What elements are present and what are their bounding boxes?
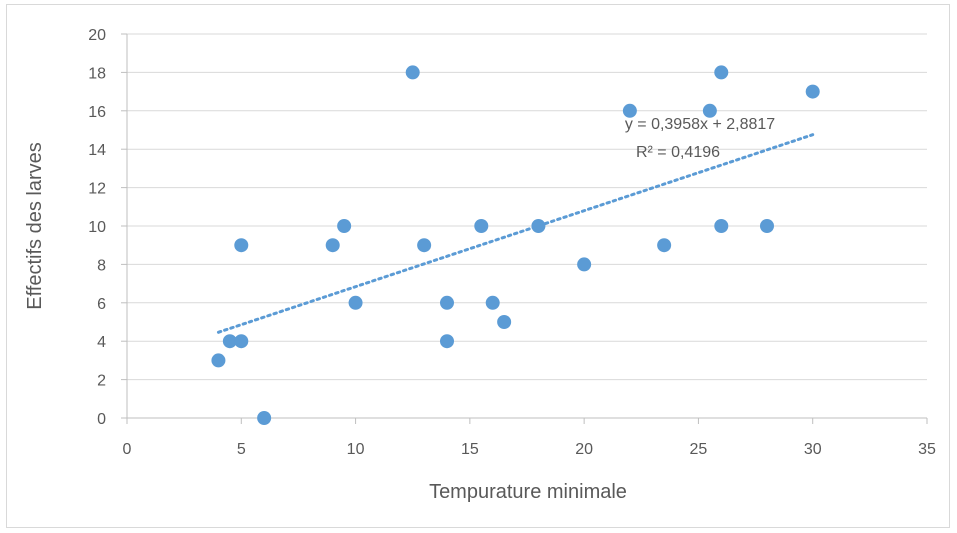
data-point bbox=[497, 315, 512, 329]
data-point bbox=[417, 238, 432, 253]
data-point bbox=[234, 238, 249, 253]
data-point bbox=[257, 411, 272, 425]
data-point bbox=[222, 334, 237, 349]
y-tick-labels: 0 2 4 6 8 10 12 14 16 18 20 bbox=[88, 27, 106, 428]
x-tick-label: 35 bbox=[918, 441, 936, 458]
trendline-r-squared: R² = 0,4196 bbox=[636, 144, 720, 161]
trendline bbox=[216, 133, 815, 334]
y-tick-label: 6 bbox=[97, 296, 106, 313]
x-tick-label: 20 bbox=[575, 441, 593, 458]
y-tick-label: 14 bbox=[88, 142, 106, 159]
data-point bbox=[805, 84, 820, 99]
data-point bbox=[440, 334, 454, 349]
data-point bbox=[474, 219, 489, 233]
chart-frame bbox=[6, 4, 950, 528]
data-point bbox=[714, 65, 729, 80]
gridlines bbox=[127, 33, 927, 381]
x-tick-label: 25 bbox=[690, 441, 708, 458]
y-tick-label: 8 bbox=[97, 257, 106, 274]
y-tick-label: 0 bbox=[97, 411, 106, 428]
x-tick-label: 30 bbox=[804, 441, 822, 458]
y-tick-label: 20 bbox=[88, 27, 106, 44]
data-point bbox=[485, 295, 500, 310]
data-point bbox=[325, 238, 340, 253]
x-axis-title: Tempurature minimale bbox=[429, 481, 627, 503]
data-point bbox=[577, 257, 592, 272]
data-point bbox=[657, 238, 672, 253]
data-point bbox=[405, 65, 420, 80]
data-point bbox=[211, 353, 226, 368]
x-tick-label: 5 bbox=[237, 441, 246, 458]
y-tick-label: 2 bbox=[97, 373, 106, 390]
data-point bbox=[760, 219, 774, 233]
data-point bbox=[234, 334, 249, 349]
x-tick-label: 10 bbox=[347, 441, 365, 458]
data-point bbox=[348, 295, 363, 310]
data-point bbox=[702, 103, 717, 118]
x-tick-label: 15 bbox=[461, 441, 479, 458]
y-tick-label: 18 bbox=[88, 65, 106, 82]
x-tick-labels: 0 5 10 15 20 25 30 35 bbox=[123, 441, 936, 458]
data-points bbox=[211, 65, 820, 425]
y-tick-label: 4 bbox=[97, 334, 106, 351]
trendline-group bbox=[216, 133, 815, 334]
y-axis-title: Effectifs des larves bbox=[24, 142, 46, 309]
data-point bbox=[714, 219, 729, 233]
y-tick-label: 12 bbox=[88, 181, 106, 198]
trendline-equation: y = 0,3958x + 2,8817 bbox=[625, 116, 775, 133]
data-point bbox=[531, 219, 546, 233]
data-point bbox=[337, 219, 352, 233]
y-tick-label: 10 bbox=[88, 219, 106, 236]
data-point bbox=[622, 103, 637, 118]
x-tick-label: 0 bbox=[123, 441, 132, 458]
y-tick-label: 16 bbox=[88, 104, 106, 121]
data-point bbox=[440, 295, 454, 310]
